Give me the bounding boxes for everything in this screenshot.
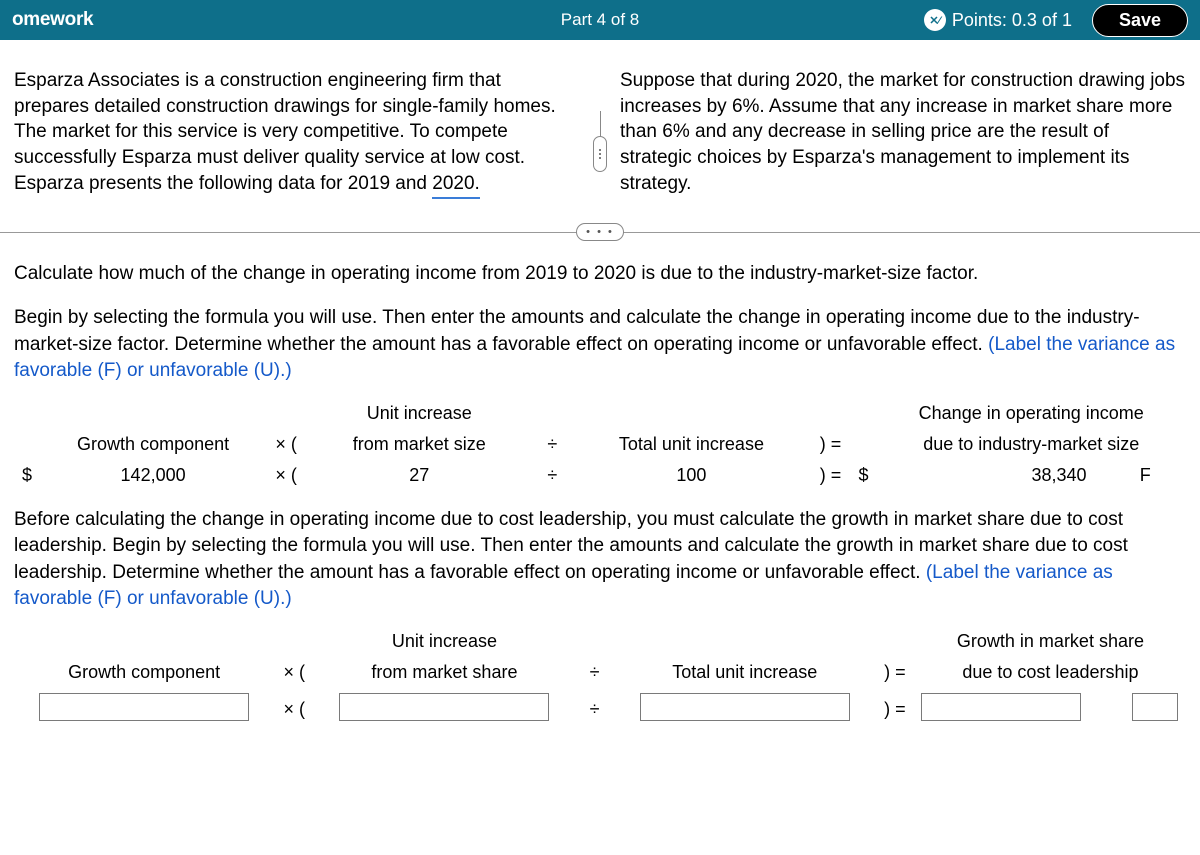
f2-unitinc-input[interactable]: [339, 693, 549, 721]
close-eq-symbol: ) =: [875, 657, 915, 688]
currency-symbol: $: [850, 460, 876, 491]
problem-left: Esparza Associates is a construction eng…: [14, 68, 580, 199]
formula2-header-row2: Growth component × ( from market share ÷…: [14, 657, 1186, 688]
f2-result-input[interactable]: [921, 693, 1081, 721]
f2-growth-label: Growth component: [14, 657, 274, 688]
save-button[interactable]: Save: [1092, 4, 1188, 37]
points-icon: ✕⁄: [924, 9, 946, 31]
divide-symbol: ÷: [532, 460, 572, 491]
points-label: Points: 0.3 of 1: [952, 10, 1072, 31]
times-symbol: × (: [274, 688, 314, 731]
expand-more-button[interactable]: • • •: [576, 223, 624, 241]
formula-2: Unit increase Growth in market share Gro…: [0, 612, 1200, 737]
formula-1: Unit increase Change in operating income…: [0, 384, 1200, 497]
f2-h-growth-1: Growth in market share: [915, 626, 1186, 657]
f1-unitinc-value[interactable]: 27: [359, 465, 479, 486]
f2-h-growth-2: due to cost leadership: [915, 657, 1186, 688]
formula2-input-row: × ( ÷ ) =: [14, 688, 1186, 731]
f1-h-total: Total unit increase: [572, 429, 810, 460]
top-bar: omework Part 4 of 8 ✕⁄ Points: 0.3 of 1 …: [0, 0, 1200, 40]
currency-symbol: $: [14, 460, 40, 491]
times-symbol: × (: [266, 429, 306, 460]
f1-h-change-2: due to industry-market size: [876, 429, 1186, 460]
section-divider: • • •: [0, 221, 1200, 243]
f1-h-change-1: Change in operating income: [876, 398, 1186, 429]
close-eq-symbol: ) =: [875, 688, 915, 731]
times-symbol: × (: [274, 657, 314, 688]
column-drag-handle[interactable]: [593, 136, 607, 172]
points-wrap: ✕⁄ Points: 0.3 of 1: [924, 9, 1072, 31]
problem-statement: Esparza Associates is a construction eng…: [0, 40, 1200, 213]
f1-growth-label: Growth component: [40, 429, 266, 460]
f2-total-input[interactable]: [640, 693, 850, 721]
f2-h-unitinc-2: from market share: [314, 657, 574, 688]
f1-result-value[interactable]: 38,340: [1031, 465, 1086, 485]
q1-para2: Begin by selecting the formula you will …: [14, 305, 1186, 384]
close-eq-symbol: ) =: [810, 460, 850, 491]
f1-h-unitinc-2: from market size: [306, 429, 532, 460]
question-2-text: Before calculating the change in operati…: [0, 497, 1200, 612]
data-link[interactable]: 2020.: [432, 171, 480, 200]
formula1-header-row1: Unit increase Change in operating income: [14, 398, 1186, 429]
f1-fu-value[interactable]: F: [1140, 465, 1151, 485]
brand-label: omework: [12, 9, 93, 31]
f1-total-value[interactable]: 100: [631, 465, 751, 486]
topbar-right: ✕⁄ Points: 0.3 of 1 Save: [924, 4, 1188, 37]
q1-para1: Calculate how much of the change in oper…: [14, 261, 1186, 287]
divide-symbol: ÷: [532, 429, 572, 460]
f2-growth-input[interactable]: [39, 693, 249, 721]
f2-h-total: Total unit increase: [615, 657, 875, 688]
divide-symbol: ÷: [575, 688, 615, 731]
question-1-text: Calculate how much of the change in oper…: [0, 261, 1200, 384]
f2-h-unitinc-1: Unit increase: [314, 626, 574, 657]
f1-h-unitinc-1: Unit increase: [306, 398, 532, 429]
f1-growth-value[interactable]: 142,000: [93, 465, 213, 486]
f2-fu-input[interactable]: [1132, 693, 1178, 721]
part-indicator: Part 4 of 8: [561, 10, 639, 30]
formula2-header-row1: Unit increase Growth in market share: [14, 626, 1186, 657]
q2-para: Before calculating the change in operati…: [14, 507, 1186, 612]
divide-symbol: ÷: [575, 657, 615, 688]
times-symbol: × (: [266, 460, 306, 491]
problem-right: Suppose that during 2020, the market for…: [620, 68, 1186, 199]
formula1-header-row2: Growth component × ( from market size ÷ …: [14, 429, 1186, 460]
close-eq-symbol: ) =: [810, 429, 850, 460]
formula1-value-row: $ 142,000 × ( 27 ÷ 100 ) = $ 38,340 F: [14, 460, 1186, 491]
